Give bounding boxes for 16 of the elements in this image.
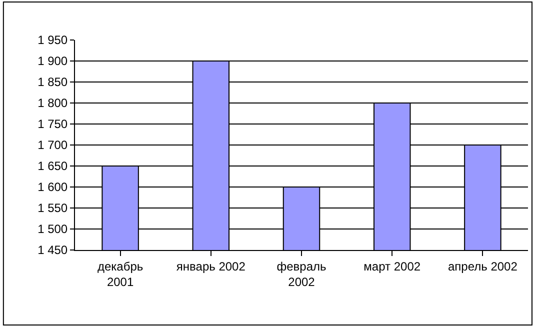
y-tick-label: 1 600: [38, 180, 68, 194]
x-tick-label: апрель 2002: [448, 259, 518, 274]
y-tick-label: 1 800: [38, 96, 68, 110]
y-tick-label: 1 900: [38, 54, 68, 68]
x-tick-label: январь 2002: [176, 259, 246, 274]
y-tick-label: 1 500: [38, 222, 68, 236]
x-tick-label: февраль 2002: [276, 259, 326, 289]
y-tick-label: 1 550: [38, 201, 68, 216]
y-tick-label: 1 650: [38, 159, 68, 174]
x-tick-label: март 2002: [364, 259, 421, 274]
x-tick-label: декабрь 2001: [97, 259, 144, 289]
y-tick-label: 1 700: [38, 138, 68, 152]
y-tick-label: 1 750: [38, 117, 68, 132]
y-tick-label: 1 450: [38, 243, 68, 258]
y-tick-label: 1 950: [38, 33, 68, 48]
y-tick-label: 1 850: [38, 75, 68, 90]
